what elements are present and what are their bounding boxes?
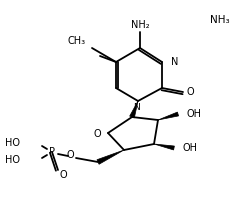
Polygon shape <box>97 150 124 164</box>
Text: N: N <box>171 57 178 67</box>
Text: O: O <box>93 129 101 139</box>
Polygon shape <box>154 144 174 150</box>
Text: CH₃: CH₃ <box>68 36 86 46</box>
Text: NH₂: NH₂ <box>131 20 149 30</box>
Text: HO: HO <box>5 138 20 148</box>
Text: O: O <box>59 170 67 180</box>
Text: O: O <box>66 150 74 160</box>
Text: N: N <box>133 103 139 111</box>
Text: OH: OH <box>182 143 198 153</box>
Text: NH₃: NH₃ <box>210 15 230 25</box>
Text: O: O <box>186 87 194 97</box>
Text: HO: HO <box>5 155 20 165</box>
Polygon shape <box>130 101 138 118</box>
Text: OH: OH <box>186 109 202 119</box>
Polygon shape <box>158 112 179 120</box>
Text: P: P <box>49 147 55 157</box>
